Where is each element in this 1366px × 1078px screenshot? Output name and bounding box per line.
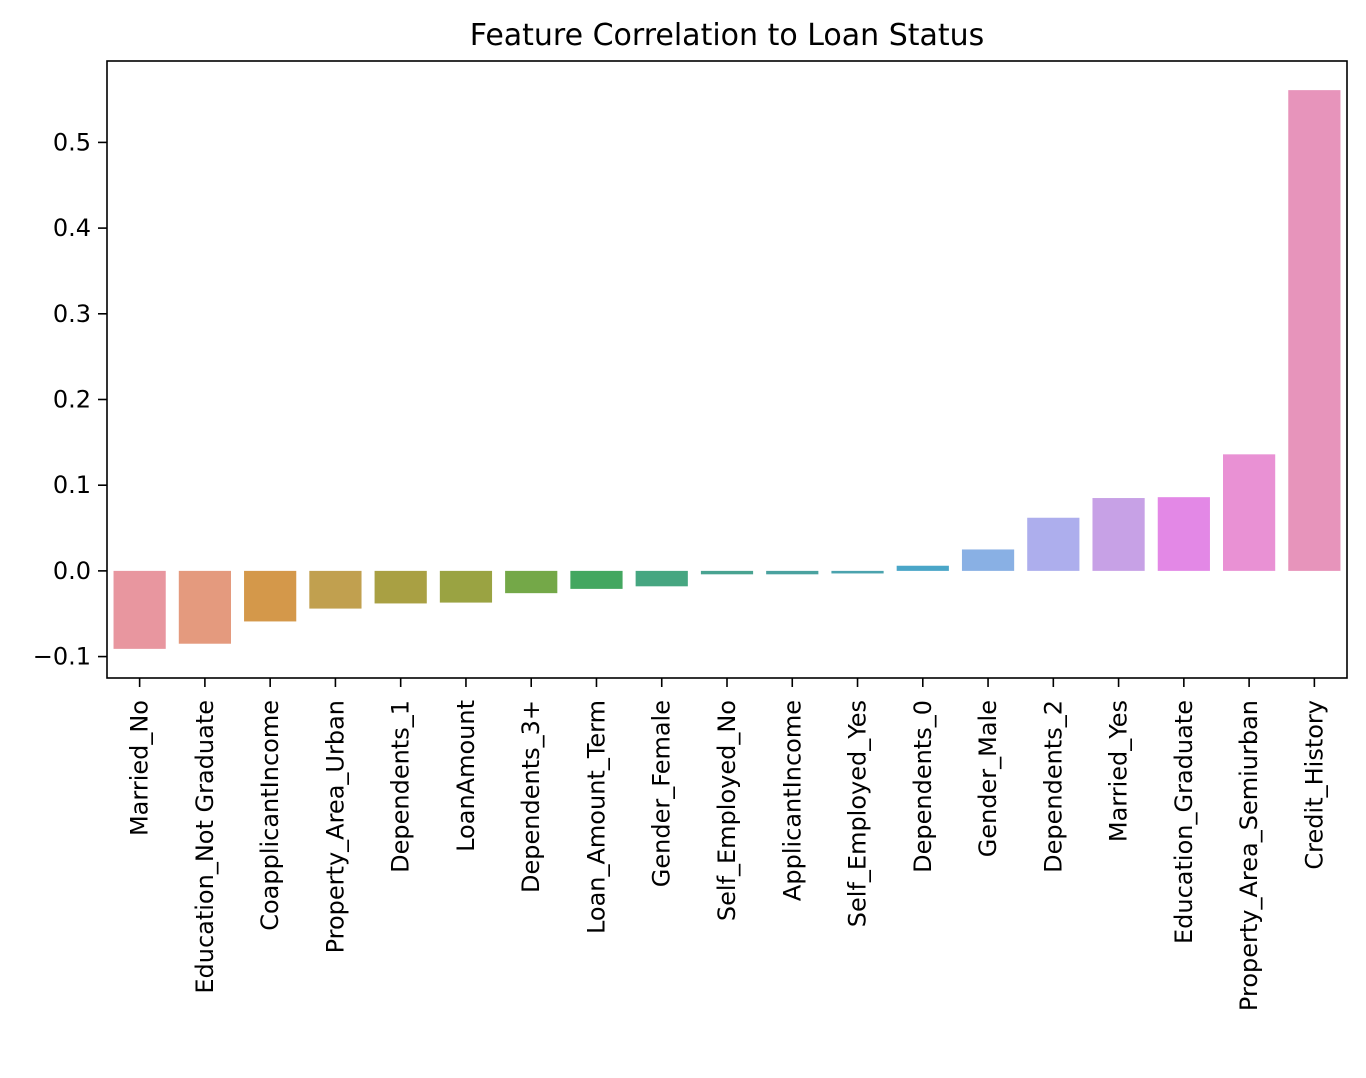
bar-property-area-semiurban	[1223, 454, 1276, 571]
bar-married-yes	[1092, 498, 1145, 571]
y-tick-label: 0.5	[53, 128, 91, 156]
bar-dependents-3-	[505, 570, 558, 594]
y-tick-label: 0.1	[53, 471, 91, 499]
bar-loan-amount-term	[570, 570, 623, 589]
x-tick-label: Gender_Female	[648, 700, 676, 887]
x-tick-label: Property_Area_Semiurban	[1235, 700, 1263, 1011]
bar-gender-male	[961, 549, 1015, 571]
x-tick-label: Dependents_2	[1039, 700, 1067, 873]
x-tick-label: Education_Graduate	[1170, 700, 1198, 944]
bar-loanamount	[439, 570, 493, 603]
plot-frame	[106, 60, 1348, 679]
x-tick-label: Dependents_0	[909, 700, 937, 873]
y-tick-label: 0.4	[53, 214, 91, 242]
bar-education-graduate	[1157, 497, 1210, 571]
x-axis: Married_No Education_Not Graduate Coapplic…	[126, 678, 1328, 1011]
y-axis: −0.1 0.0 0.1 0.2 0.3 0.4 0.5	[33, 128, 107, 671]
chart-title: Feature Correlation to Loan Status	[470, 18, 985, 53]
x-tick-label: Property_Area_Urban	[321, 700, 349, 953]
bar-coapplicantincome	[244, 570, 297, 622]
bars-group	[113, 90, 1341, 649]
x-tick-label: Credit_History	[1300, 700, 1328, 870]
x-tick-label: Loan_Amount_Term	[582, 700, 610, 934]
x-tick-label: Dependents_1	[387, 700, 415, 873]
x-tick-label: Dependents_3+	[517, 700, 545, 893]
x-tick-label: Education_Not Graduate	[191, 700, 219, 994]
bar-credit-history	[1288, 90, 1341, 571]
bar-dependents-2	[1027, 517, 1080, 571]
bar-married-no	[113, 570, 166, 649]
x-tick-label: LoanAmount	[452, 700, 480, 852]
x-tick-label: Gender_Male	[974, 700, 1002, 857]
y-tick-label: 0.3	[53, 300, 91, 328]
x-tick-label: Self_Employed_No	[713, 700, 741, 921]
bar-self-employed-yes	[831, 570, 884, 574]
y-tick-label: −0.1	[33, 643, 91, 671]
x-tick-label: ApplicantIncome	[778, 700, 806, 901]
x-tick-label: Self_Employed_Yes	[844, 700, 872, 927]
x-tick-label: CoapplicantIncome	[256, 700, 284, 931]
x-tick-label: Married_Yes	[1105, 700, 1133, 842]
bar-education-not-graduate	[178, 570, 231, 644]
x-tick-label: Married_No	[126, 700, 154, 836]
y-tick-label: 0.2	[53, 385, 91, 413]
bar-applicantincome	[766, 570, 819, 575]
y-tick-label: 0.0	[53, 557, 91, 585]
bar-property-area-urban	[309, 570, 362, 609]
bar-dependents-0	[896, 565, 949, 571]
bar-self-employed-no	[700, 570, 754, 575]
bar-dependents-1	[374, 570, 427, 604]
bar-gender-female	[635, 570, 688, 587]
